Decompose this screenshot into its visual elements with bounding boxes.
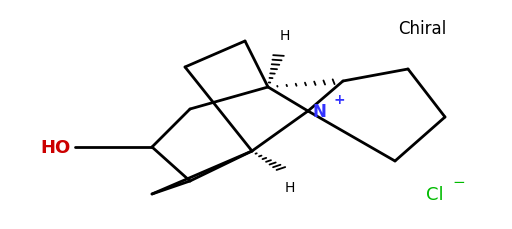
Text: HO: HO <box>40 138 71 156</box>
Text: Chiral: Chiral <box>398 20 446 38</box>
Text: H: H <box>285 180 295 194</box>
Text: +: + <box>334 93 345 107</box>
Text: Cl: Cl <box>426 186 443 204</box>
Text: H: H <box>280 29 290 43</box>
Text: −: − <box>453 174 465 190</box>
Text: N: N <box>312 102 326 120</box>
